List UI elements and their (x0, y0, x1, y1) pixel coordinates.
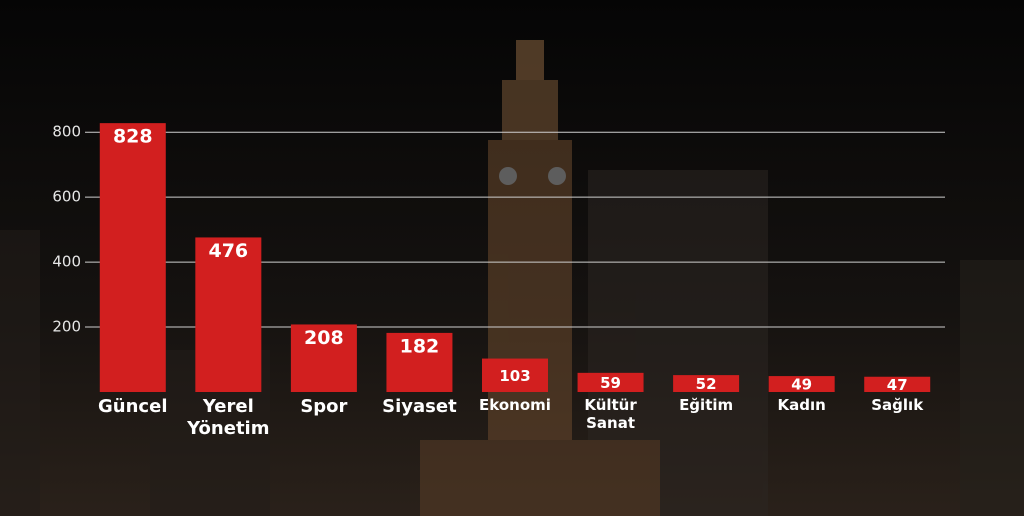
x-tick-label: Kadın (777, 396, 826, 414)
x-tick-label: Eğitim (679, 396, 734, 414)
x-tick-label: Ekonomi (479, 396, 551, 414)
value-label: 476 (208, 240, 248, 262)
bar (577, 372, 644, 392)
x-tick-label: Yerel Yönetim (187, 396, 270, 439)
bar (290, 324, 357, 392)
y-tick-label: 200 (52, 318, 81, 336)
value-label: 103 (499, 367, 530, 385)
y-tick-label: 600 (52, 188, 81, 206)
x-tick-label: Siyaset (382, 396, 457, 417)
bar (195, 237, 262, 392)
bar (99, 123, 166, 393)
bar (386, 332, 453, 392)
background-scene (0, 40, 1024, 516)
value-label: 52 (696, 375, 717, 393)
value-label: 47 (887, 376, 908, 394)
x-tick-label: Güncel (98, 396, 168, 417)
value-label: 208 (304, 327, 344, 349)
value-label: 182 (400, 335, 440, 357)
bar (673, 375, 740, 392)
x-tick-label: Kültür Sanat (584, 396, 637, 432)
bar (864, 376, 931, 392)
bar (768, 376, 835, 392)
x-tick-label: Spor (300, 396, 348, 417)
bar (482, 358, 548, 392)
x-tick-label: Sağlık (871, 396, 924, 414)
y-tick-label: 800 (52, 123, 81, 141)
value-label: 59 (600, 374, 621, 392)
y-tick-label: 400 (52, 253, 81, 271)
value-label: 49 (791, 376, 812, 394)
value-label: 828 (113, 126, 153, 148)
